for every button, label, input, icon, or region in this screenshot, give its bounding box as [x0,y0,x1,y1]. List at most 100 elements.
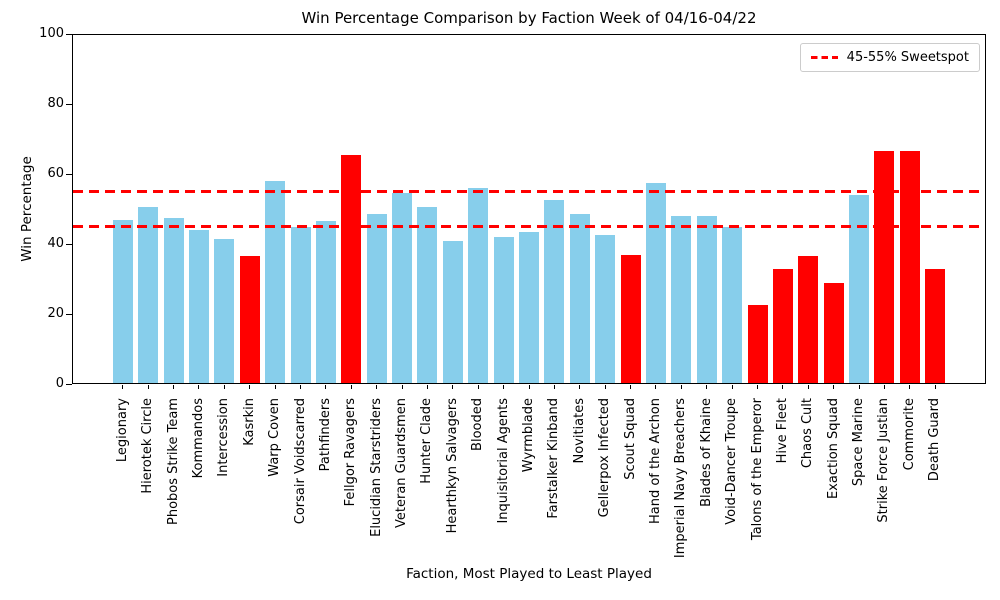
x-tick-label: Novitiates [572,393,587,464]
x-tick-label: Kasrkin [242,393,257,446]
x-tick-label: Scout Squad [623,393,638,480]
x-tick-label: Fellgor Ravagers [343,393,358,506]
x-tick-label-text: Veteran Guardsmen [394,398,410,528]
x-tick-mark [680,385,682,389]
x-tick-label: Inquisitorial Agents [496,393,511,524]
x-tick-label-text: Fellgor Ravagers [343,398,359,507]
x-tick-label-text: Pathfinders [317,398,333,472]
x-tick-mark [274,385,276,389]
x-tick-label-text: Kasrkin [241,398,257,446]
x-tick-mark [401,385,403,389]
x-tick-label-text: Elucidian Starstriders [368,398,384,537]
sweetspot-line-45 [73,225,985,228]
bar-exaction-squad [823,282,844,384]
x-tick-label: Imperial Navy Breachers [673,393,688,558]
x-axis-title: Faction, Most Played to Least Played [406,566,652,582]
x-tick-mark [528,385,530,389]
y-tick-label: 20 [47,306,64,321]
x-tick-mark [655,385,657,389]
bar-imperial-navy-breachers [671,216,692,384]
bar-scout-squad [620,254,641,384]
bar-kasrkin [239,256,260,385]
x-tick-label-text: Void-Dancer Troupe [724,398,740,525]
x-tick-label: Legionary [115,393,130,462]
x-tick-label-text: Wyrmblade [521,398,536,473]
x-tick-mark [376,385,378,389]
bar-blades-of-khaine [696,216,717,384]
bar-veteran-guardsmen [392,193,413,385]
x-tick-label: Warp Coven [267,393,282,477]
x-tick-mark [833,385,835,389]
bar-phobos-strike-team [163,217,184,385]
x-tick-mark [858,385,860,389]
bar-chaos-cult [798,256,819,385]
x-tick-label-text: Novitiates [571,398,587,464]
y-tick-label: 60 [47,166,64,181]
x-tick-label: Elucidian Starstriders [369,393,384,537]
y-tick-label: 100 [39,26,64,41]
x-tick-label-text: Gellerpox Infected [597,398,613,518]
x-tick-mark [553,385,555,389]
x-tick-label: Corsair Voidscarred [293,393,308,524]
x-tick-mark [350,385,352,389]
y-tick-mark [66,173,72,175]
x-tick-label: Hearthkyn Salvagers [445,393,460,533]
x-tick-mark [630,385,632,389]
bar-inquisitorial-agents [493,237,514,384]
x-tick-mark [503,385,505,389]
x-tick-mark [807,385,809,389]
legend: 45-55% Sweetspot [799,43,980,72]
bar-void-dancer-troupe [722,226,743,384]
bar-elucidian-starstriders [366,214,387,385]
bar-commorite [899,151,920,385]
bar-talons-of-the-emperor [747,305,768,385]
dashed-line-swatch [810,56,838,59]
y-tick-label: 0 [55,376,64,391]
x-tick-label: Exaction Squad [826,393,841,499]
x-tick-mark [223,385,225,389]
x-tick-label: Hierotek Circle [140,393,155,494]
x-tick-label: Hive Fleet [775,393,790,463]
x-tick-label: Wyrmblade [521,393,536,472]
x-tick-mark [604,385,606,389]
legend-label: 45-55% Sweetspot [846,50,969,65]
x-tick-mark [934,385,936,389]
x-tick-label-text: Hearthkyn Salvagers [444,398,460,534]
x-tick-mark [249,385,251,389]
x-tick-label-text: Space Marine [851,398,867,487]
x-tick-label-text: Imperial Navy Breachers [673,398,689,559]
bar-novitiates [569,214,590,385]
x-tick-label: Gellerpox Infected [597,393,612,517]
x-tick-mark [477,385,479,389]
x-tick-mark [579,385,581,389]
x-tick-label: Death Guard [927,393,942,481]
x-tick-label-text: Legionary [114,398,130,463]
x-tick-mark [325,385,327,389]
bar-corsair-voidscarred [290,226,311,384]
x-tick-label: Void-Dancer Troupe [724,393,739,525]
x-tick-mark [757,385,758,389]
x-tick-label-text: Chaos Cult [800,398,816,469]
y-tick-label: 40 [47,236,64,251]
y-tick-mark [66,243,72,245]
x-tick-mark [909,385,911,389]
x-tick-label: Chaos Cult [800,393,815,468]
x-tick-label-text: Talons of the Emperor [749,398,765,541]
y-tick-mark [66,313,72,315]
bar-hive-fleet [772,268,793,384]
y-tick-mark [66,103,72,105]
x-tick-label-text: Scout Squad [622,398,638,480]
x-tick-mark [706,385,708,389]
y-tick-mark [66,33,72,35]
chart-title: Win Percentage Comparison by Faction Wee… [301,9,757,27]
x-tick-label-text: Blades of Khaine [698,398,714,507]
x-tick-label: Space Marine [851,393,866,486]
bar-farstalker-kinband [544,200,565,385]
x-tick-label-text: Strike Force Justian [876,398,892,523]
bar-wyrmblade [519,231,539,385]
x-tick-mark [147,385,149,389]
x-tick-label-text: Exaction Squad [825,398,841,500]
y-tick-label: 80 [47,96,64,111]
x-tick-label-text: Death Guard [927,398,943,482]
